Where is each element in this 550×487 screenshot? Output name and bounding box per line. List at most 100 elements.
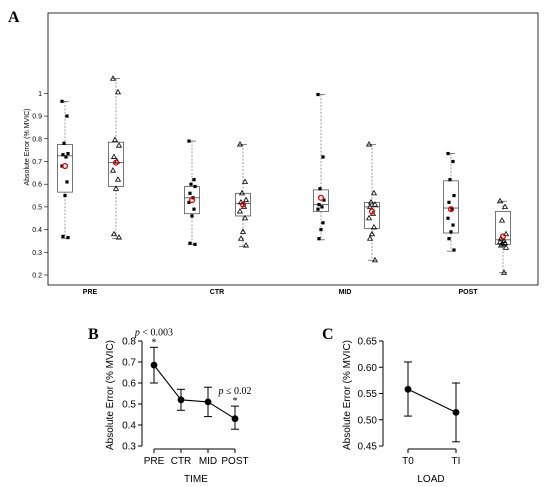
data-point-square [189, 182, 193, 186]
data-point-square [188, 241, 192, 245]
data-point-triangle [496, 238, 504, 245]
data-point-triangle [236, 141, 244, 147]
panel-a-y-tick-label: 0.7 [32, 159, 42, 166]
data-point-square [321, 155, 325, 159]
data-point-square [446, 151, 450, 156]
x-tick-label: MID [199, 456, 217, 467]
p-value-label: p < 0.003 [134, 327, 173, 338]
data-point-square [66, 235, 70, 240]
mean-point [404, 385, 412, 393]
data-point-square [319, 228, 323, 232]
data-point-square [452, 193, 456, 198]
data-point-triangle [237, 235, 245, 241]
data-point-square [193, 242, 197, 246]
panel-a-group-labels: PRE CTR MID POST [83, 289, 478, 296]
data-point-triangle [496, 197, 504, 204]
data-point-square [447, 200, 451, 204]
y-tick-label: 0.6 [122, 379, 136, 390]
data-point-triangle [114, 88, 122, 95]
data-point-square [451, 159, 455, 164]
panel-a-group-label: PRE [83, 289, 98, 296]
y-tick-label: 0.8 [122, 337, 136, 348]
y-tick-label: 0.45 [358, 442, 378, 453]
mean-point [150, 361, 158, 369]
panel-a-y-tick-label: 0.8 [32, 136, 42, 143]
box-mean-marker [447, 206, 455, 213]
data-point-square [318, 187, 322, 191]
panel-a-y-tick-label: 0.3 [32, 250, 42, 257]
y-tick-label: 0.3 [122, 442, 136, 453]
mean-point [452, 409, 460, 416]
data-point-triangle [365, 214, 373, 221]
data-point-triangle [109, 75, 117, 81]
data-point-triangle [111, 136, 119, 142]
box-mean-marker [239, 201, 247, 208]
data-point-triangle [115, 142, 123, 148]
panel-a-boxes [57, 75, 511, 275]
data-point-triangle [371, 256, 379, 263]
data-point-triangle [112, 185, 120, 191]
data-point-square [192, 207, 196, 211]
data-point-triangle [501, 203, 509, 209]
x-tick-label: CTR [171, 456, 192, 467]
panel-a-group-label: MID [339, 289, 352, 296]
data-point-triangle [242, 196, 250, 203]
data-point-triangle [367, 198, 375, 205]
data-point-triangle [502, 230, 510, 237]
panel-a-group-label: CTR [210, 289, 224, 296]
p-value-italic: p [134, 327, 140, 338]
data-point-triangle [370, 189, 378, 196]
box-mean-marker [61, 162, 69, 170]
panel-a-group-label: POST [458, 289, 478, 296]
data-point-triangle [241, 214, 249, 221]
panel-a-y-ticks: 0.2 0.3 0.4 0.5 0.6 0.7 0.8 0.9 1 [32, 91, 48, 280]
data-point-square [317, 203, 321, 207]
mean-point [231, 415, 239, 423]
x-tick-label: POST [221, 456, 248, 467]
panel-a-y-tick-label: 0.9 [32, 114, 42, 121]
data-point-triangle [497, 242, 505, 248]
data-point-square [447, 237, 451, 241]
panel-a-plot-frame [47, 12, 539, 286]
panel-a-y-tick-label: 0.5 [32, 204, 42, 211]
y-tick-label: 0.4 [122, 421, 136, 432]
mean-line [153, 364, 236, 420]
data-point-triangle [236, 208, 244, 214]
data-point-square [449, 230, 453, 234]
significance-star: * [152, 337, 157, 348]
y-tick-label: 0.60 [358, 363, 378, 374]
panel-b: B Absolute Error (% MVIC) TIME 0.3 0.4 0.5… [88, 326, 252, 485]
data-point-square [452, 248, 456, 252]
data-point-square [187, 200, 191, 204]
box-mean-marker [317, 194, 325, 201]
data-point-square [320, 205, 324, 209]
p-value-text: < 0.003 [140, 327, 173, 338]
panel-b-marks: *p < 0.003*p ≤ 0.02 [134, 327, 252, 430]
panel-c-letter: C [322, 326, 334, 343]
data-point-triangle [365, 141, 373, 147]
panel-c-axes: 0.45 0.50 0.55 0.60 0.65 T0 TI [358, 337, 461, 468]
box-iqr [184, 186, 200, 215]
x-tick-label: T0 [402, 456, 414, 467]
data-point-square [322, 198, 326, 202]
data-point-square [321, 221, 325, 225]
data-point-square [188, 191, 192, 195]
data-point-square [190, 214, 194, 218]
panel-b-y-axis-title: Absolute Error (% MVIC) [105, 340, 116, 450]
panel-c-marks [404, 361, 460, 443]
data-point-triangle [114, 176, 122, 182]
data-point-square [448, 178, 452, 182]
panel-a-y-tick-label: 1 [38, 91, 42, 98]
y-tick-label: 0.7 [122, 358, 136, 369]
data-point-square [63, 193, 67, 198]
p-value-label: p ≤ 0.02 [218, 386, 252, 397]
y-tick-label: 0.55 [358, 389, 378, 400]
data-point-square [451, 223, 455, 227]
data-point-square [193, 184, 197, 189]
data-point-triangle [368, 230, 376, 237]
panel-a-y-tick-label: 0.4 [32, 227, 42, 234]
data-point-triangle [110, 230, 118, 237]
data-point-square [64, 155, 68, 159]
panel-a-y-tick-label: 0.2 [32, 273, 42, 280]
data-point-triangle [498, 217, 506, 223]
